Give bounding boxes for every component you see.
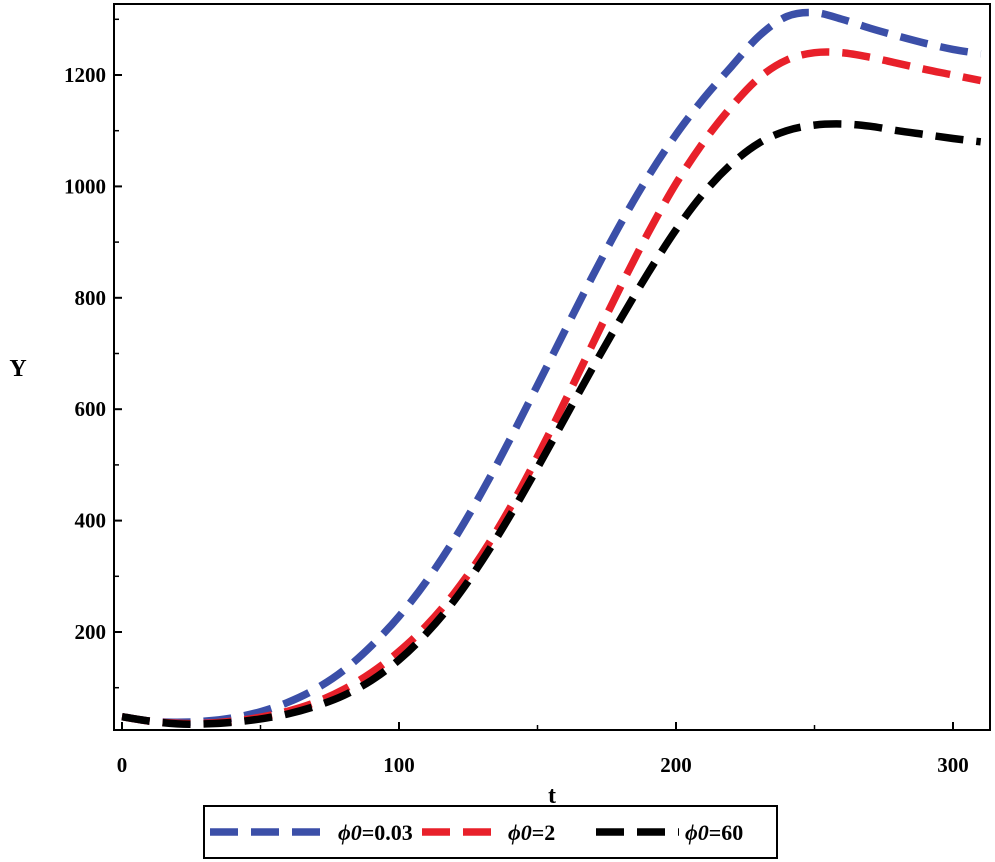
axis-ticks: [114, 18, 954, 730]
series-phi0-0.03-line: [121, 8, 982, 726]
legend-label: ϕ0=0.03: [338, 820, 413, 845]
y-tick-label: 200: [75, 620, 107, 644]
y-tick-label: 1200: [64, 63, 106, 87]
tick-labels: 0 100 200 300 200 400 600 800 1000 1200: [64, 63, 969, 777]
legend-label: ϕ0=60: [685, 820, 743, 845]
x-tick-label: 300: [937, 753, 969, 777]
y-tick-label: 600: [75, 397, 107, 421]
plot-border: [113, 3, 991, 731]
y-tick-label: 1000: [64, 174, 106, 198]
series-phi0-2-line: [121, 48, 982, 728]
series-layer: [121, 8, 982, 728]
x-tick-label: 100: [383, 753, 415, 777]
y-axis-label: Y: [9, 356, 26, 382]
y-tick-label: 800: [75, 286, 107, 310]
x-tick-label: 0: [117, 753, 128, 777]
legend: ϕ0=0.03 ϕ0=2 ϕ0=60: [203, 805, 778, 859]
legend-label: ϕ0=2: [508, 820, 555, 845]
x-axis-label: t: [548, 783, 556, 809]
y-tick-label: 400: [75, 509, 107, 533]
plot-area: [113, 3, 991, 731]
x-tick-label: 200: [660, 753, 692, 777]
series-phi0-60-line: [121, 120, 982, 728]
